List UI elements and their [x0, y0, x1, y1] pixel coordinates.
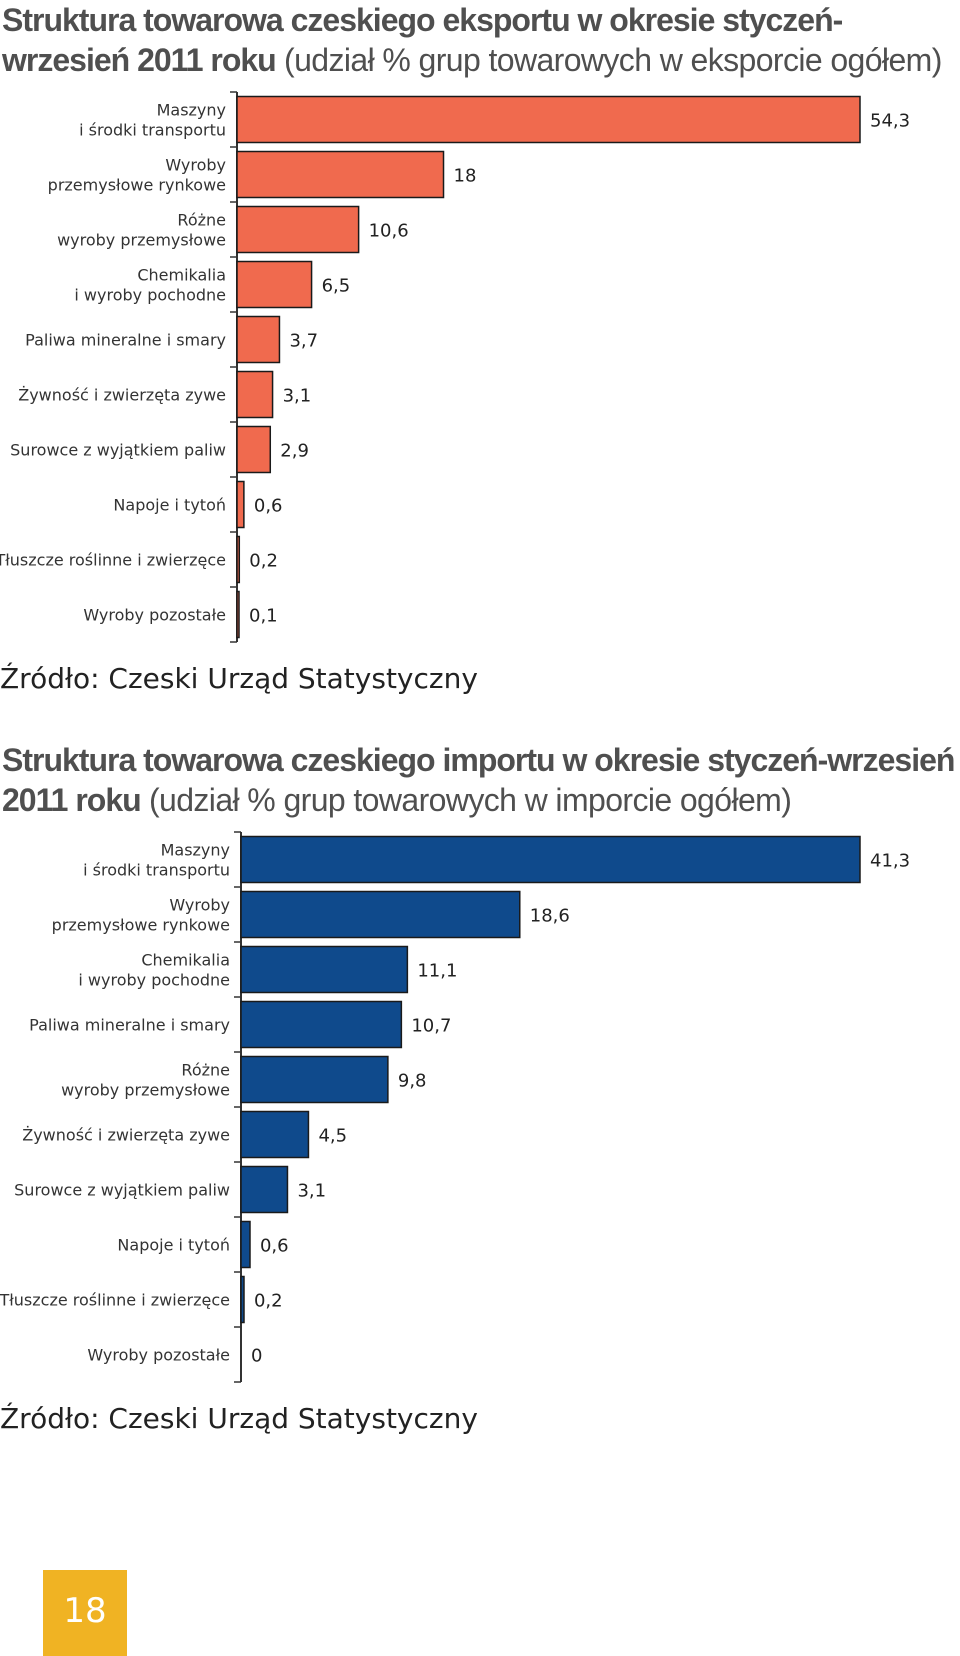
- export-bar: [236, 480, 245, 529]
- import-title-light: (udział % grup towarowych w imporcie ogó…: [148, 782, 792, 818]
- export-category-label: Wyroby: [165, 156, 226, 175]
- import-category-label: Różne: [181, 1061, 230, 1080]
- import-category-label: i wyroby pochodne: [78, 971, 230, 990]
- import-bar: [240, 1220, 251, 1269]
- import-category-label: Surowce z wyjątkiem paliw: [14, 1181, 230, 1200]
- export-value-label: 2,9: [280, 441, 309, 462]
- export-value-label: 18: [454, 166, 477, 187]
- export-category-label: Chemikalia: [137, 266, 226, 285]
- import-category-label: Chemikalia: [141, 951, 230, 970]
- import-value-label: 0: [251, 1346, 262, 1367]
- export-category-label: Tłuszcze roślinne i zwierzęce: [0, 551, 226, 570]
- import-category-label: Wyroby pozostałe: [87, 1346, 230, 1365]
- import-category-label: Wyroby: [169, 896, 230, 915]
- export-category-label: i środki transportu: [79, 121, 226, 140]
- export-bar: [236, 315, 281, 364]
- export-category-label: Maszyny: [157, 101, 226, 120]
- import-bar: [240, 1165, 289, 1214]
- export-category-label: wyroby przemysłowe: [57, 231, 226, 250]
- import-category-label: Tłuszcze roślinne i zwierzęce: [0, 1291, 230, 1310]
- import-bar: [240, 1055, 389, 1104]
- import-bar: [240, 945, 409, 994]
- export-chart-title: Struktura towarowa czeskiego eksportu w …: [2, 0, 958, 80]
- export-title-bold: Struktura towarowa czeskiego eksportu w …: [2, 2, 843, 78]
- export-category-label: przemysłowe rynkowe: [48, 176, 226, 195]
- export-bar: [236, 205, 360, 254]
- import-value-label: 0,2: [254, 1291, 283, 1312]
- export-category-label: Paliwa mineralne i smary: [25, 331, 226, 350]
- export-value-label: 3,7: [289, 331, 318, 352]
- export-source-note: Źródło: Czeski Urząd Statystyczny: [0, 662, 478, 695]
- export-bar: [236, 95, 861, 144]
- export-category-label: Napoje i tytoń: [113, 496, 226, 515]
- import-value-label: 0,6: [260, 1236, 289, 1257]
- export-category-label: Surowce z wyjątkiem paliw: [10, 441, 226, 460]
- import-bar: [240, 1000, 403, 1049]
- import-category-label: Paliwa mineralne i smary: [29, 1016, 230, 1035]
- import-title-bold: Struktura towarowa czeskiego importu w o…: [2, 742, 955, 818]
- export-value-label: 0,6: [254, 496, 283, 517]
- import-value-label: 9,8: [398, 1071, 427, 1092]
- import-category-label: i środki transportu: [83, 861, 230, 880]
- import-chart-title: Struktura towarowa czeskiego importu w o…: [2, 740, 958, 820]
- import-category-label: Żywność i zwierzęta zywe: [22, 1126, 230, 1145]
- export-value-label: 3,1: [283, 386, 312, 407]
- export-value-label: 0,1: [249, 606, 278, 627]
- export-category-label: i wyroby pochodne: [74, 286, 226, 305]
- import-value-label: 10,7: [411, 1016, 451, 1037]
- export-category-label: Żywność i zwierzęta zywe: [18, 386, 226, 405]
- import-value-label: 41,3: [870, 851, 910, 872]
- export-bar: [236, 260, 313, 309]
- import-category-label: Maszyny: [161, 841, 230, 860]
- export-title-light: (udział % grup towarowych w eksporcie og…: [284, 42, 942, 78]
- export-value-label: 0,2: [249, 551, 278, 572]
- export-bar: [236, 370, 274, 419]
- export-value-label: 10,6: [369, 221, 409, 242]
- import-value-label: 3,1: [297, 1181, 326, 1202]
- import-source-note: Źródło: Czeski Urząd Statystyczny: [0, 1402, 478, 1435]
- import-bar: [240, 1110, 310, 1159]
- import-category-label: przemysłowe rynkowe: [52, 916, 230, 935]
- export-value-label: 6,5: [322, 276, 351, 297]
- import-value-label: 4,5: [318, 1126, 347, 1147]
- import-value-label: 18,6: [530, 906, 570, 927]
- export-bar: [236, 425, 272, 474]
- import-value-label: 11,1: [417, 961, 457, 982]
- export-category-label: Wyroby pozostałe: [83, 606, 226, 625]
- export-category-label: Różne: [177, 211, 226, 230]
- export-bar: [236, 150, 445, 199]
- import-bar: [240, 835, 861, 884]
- import-category-label: wyroby przemysłowe: [61, 1081, 230, 1100]
- import-category-label: Napoje i tytoń: [117, 1236, 230, 1255]
- export-value-label: 54,3: [870, 111, 910, 132]
- export-bar: [236, 535, 241, 584]
- page-number-badge: 18: [43, 1570, 127, 1656]
- import-bar: [240, 1275, 245, 1324]
- import-bar: [240, 890, 521, 939]
- export-bar: [236, 590, 240, 639]
